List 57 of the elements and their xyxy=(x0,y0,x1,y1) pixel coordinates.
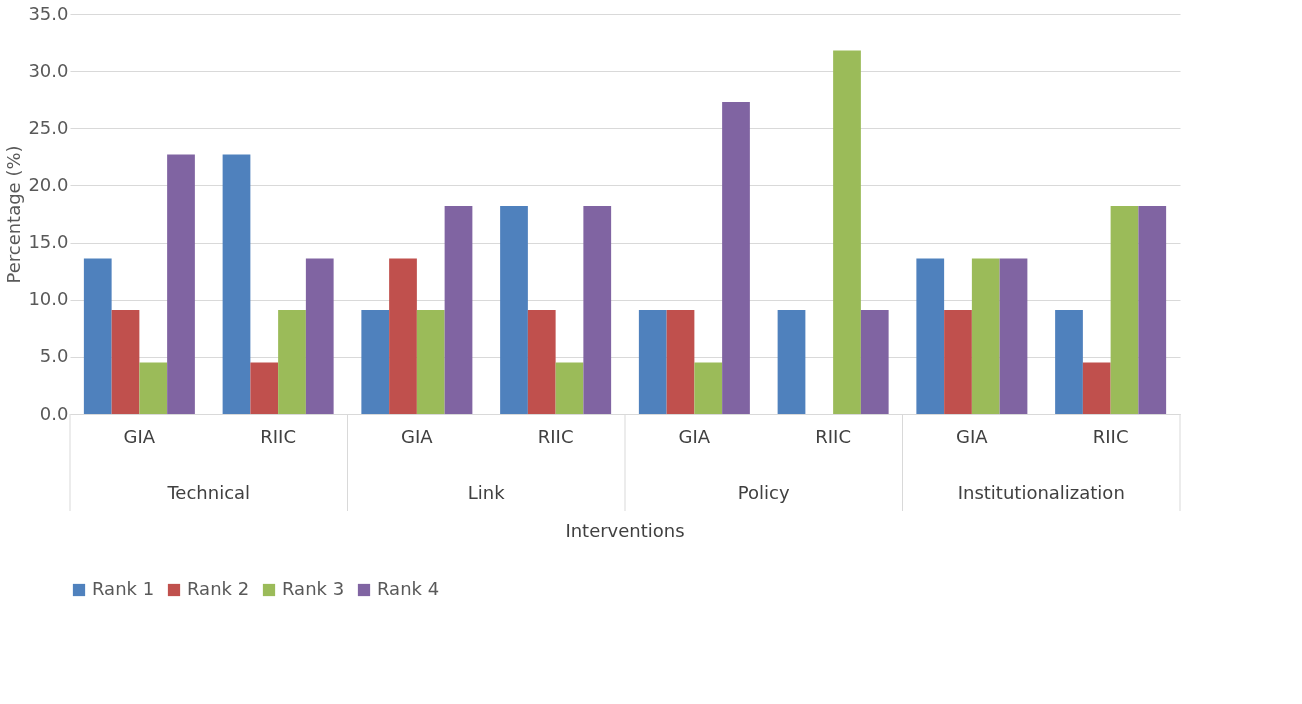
legend-label: Rank 4 xyxy=(377,578,440,599)
bar xyxy=(583,206,612,414)
text: Link xyxy=(467,482,506,503)
y-tick-label: 30.0 xyxy=(28,59,69,81)
bar xyxy=(361,310,390,414)
x-tick-label: RIIC xyxy=(260,425,296,447)
bar xyxy=(916,258,945,414)
bar xyxy=(83,258,112,414)
bar xyxy=(860,310,889,414)
x-tick-label: RIIC xyxy=(815,425,851,447)
legend-label: Rank 3 xyxy=(282,578,345,599)
y-axis-title: Percentage (%) xyxy=(3,145,25,284)
x-tick-label: GIA xyxy=(678,425,711,447)
bar xyxy=(638,310,667,414)
bar xyxy=(250,362,279,414)
bar xyxy=(111,310,140,414)
bar xyxy=(694,362,723,414)
y-tick-label: 20.0 xyxy=(28,173,69,195)
x-tick-label: RIIC xyxy=(537,425,574,447)
bar xyxy=(666,310,695,414)
text: Technical xyxy=(166,482,251,503)
x-tick-label: GIA xyxy=(123,425,156,447)
bar xyxy=(167,154,195,414)
bar xyxy=(1082,362,1111,414)
bar xyxy=(999,258,1028,414)
bar xyxy=(139,362,168,414)
bar xyxy=(527,310,556,414)
bar xyxy=(777,310,806,414)
bar xyxy=(971,258,1000,414)
y-tick-label: 5.0 xyxy=(39,345,69,367)
text: Policy xyxy=(737,482,790,503)
y-tick-label: 10.0 xyxy=(28,288,69,310)
bar xyxy=(722,102,750,414)
bar xyxy=(1110,206,1139,414)
bar xyxy=(1138,206,1167,414)
bar xyxy=(389,258,417,414)
bar xyxy=(222,154,251,414)
x-tick-label: GIA xyxy=(401,425,434,447)
bar xyxy=(444,206,473,414)
y-tick-label: 25.0 xyxy=(28,116,69,138)
x-tick-label: RIIC xyxy=(1092,425,1129,447)
legend-label: Rank 2 xyxy=(187,578,250,599)
bar xyxy=(555,362,584,414)
y-tick-label: 35.0 xyxy=(28,2,69,24)
bar xyxy=(305,258,334,414)
bar xyxy=(416,310,445,414)
bar xyxy=(278,310,306,414)
bar xyxy=(944,310,972,414)
bar xyxy=(1055,310,1083,414)
legend-label: Rank 1 xyxy=(92,578,155,599)
bar xyxy=(500,206,528,414)
x-axis-title: Interventions xyxy=(565,520,685,541)
y-tick-label: 0.0 xyxy=(39,402,69,424)
x-tick-label: GIA xyxy=(956,425,989,447)
bar xyxy=(833,50,861,414)
y-tick-label: 15.0 xyxy=(28,231,69,253)
text: Institutionalization xyxy=(957,482,1125,503)
